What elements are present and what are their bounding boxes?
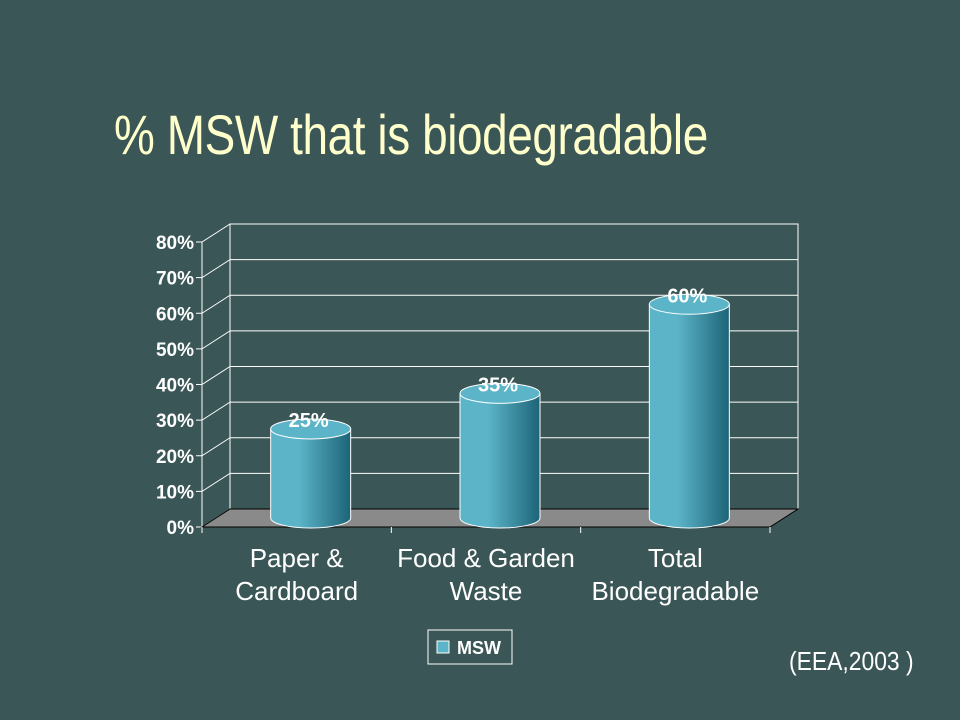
- y-tick-label: 30%: [156, 411, 194, 432]
- legend-swatch: [436, 640, 450, 654]
- bar-top: [459, 382, 541, 404]
- legend-box: [427, 629, 513, 665]
- bar: [270, 428, 352, 529]
- x-category-label: Cardboard: [235, 576, 358, 606]
- bar: [648, 303, 730, 529]
- gridline-side: [201, 366, 231, 385]
- data-label: 25%: [289, 410, 329, 432]
- data-label: 35%: [478, 374, 518, 396]
- bar-top: [270, 418, 352, 440]
- y-tick-label: 0%: [167, 518, 195, 539]
- y-tick-label: 10%: [156, 482, 194, 503]
- gridline-side: [201, 223, 231, 243]
- y-tick-label: 50%: [156, 340, 194, 361]
- legend-label: MSW: [457, 638, 501, 658]
- x-category-label: Biodegradable: [591, 576, 759, 606]
- gridline-side: [201, 259, 231, 279]
- x-category-label: Paper &: [250, 543, 344, 573]
- y-tick-label: 80%: [156, 233, 194, 254]
- gridline-side: [201, 294, 231, 314]
- y-tick-label: 70%: [156, 269, 194, 290]
- x-category-label: Food & Garden: [397, 543, 575, 573]
- gridline-side: [201, 330, 231, 350]
- gridline-side: [201, 437, 231, 457]
- y-tick-label: 60%: [156, 304, 194, 325]
- y-tick-label: 40%: [156, 376, 194, 397]
- gridline-side: [201, 472, 231, 492]
- bar-top: [648, 293, 730, 315]
- y-tick-label: 20%: [156, 447, 194, 468]
- x-category-label: Waste: [450, 576, 523, 606]
- bar: [459, 392, 541, 529]
- x-category-label: Total: [648, 543, 703, 573]
- gridline-side: [201, 401, 231, 421]
- slide-title: % MSW that is biodegradable: [114, 103, 708, 166]
- data-label: 60%: [667, 285, 707, 307]
- source-citation: (EEA,2003 ): [789, 646, 914, 676]
